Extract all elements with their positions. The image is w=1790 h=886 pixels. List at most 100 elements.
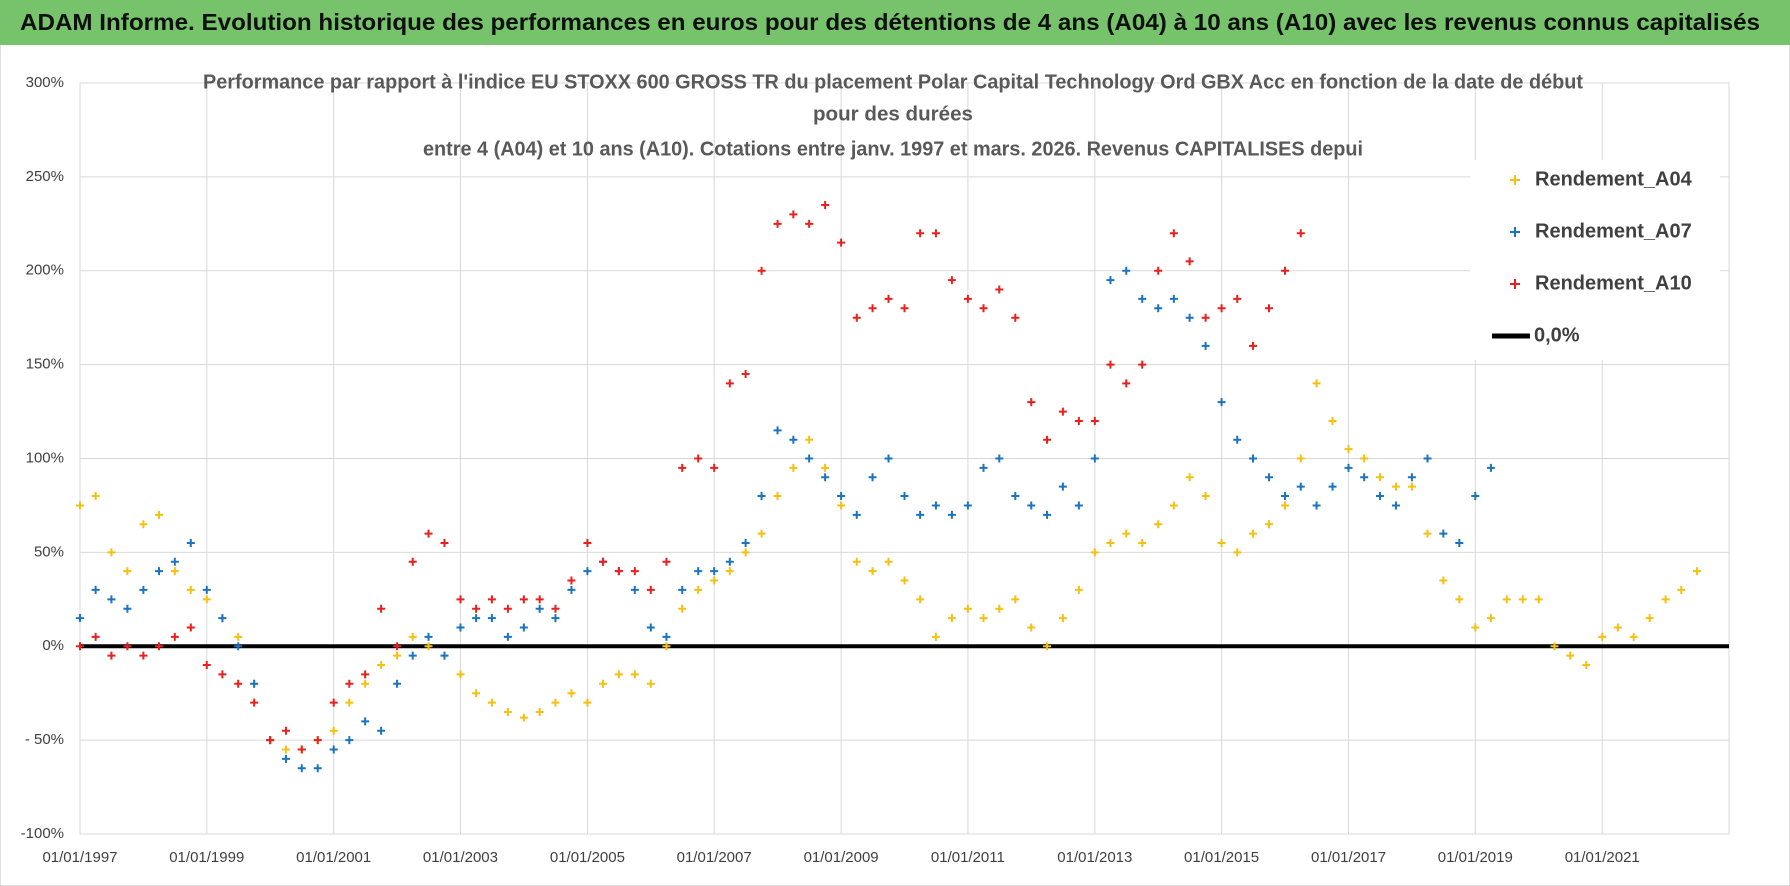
point (868, 473, 877, 482)
x-tick-label: 01/01/2001 (296, 849, 371, 866)
point (1312, 501, 1321, 510)
point (1074, 416, 1083, 425)
point (1138, 360, 1147, 369)
point (1074, 501, 1083, 510)
point (1629, 632, 1638, 641)
point (519, 713, 528, 722)
point (931, 632, 940, 641)
point (1233, 435, 1242, 444)
chart-title: entre 4 (A04) et 10 ans (A10). Cotations… (423, 138, 1363, 160)
point (1249, 529, 1258, 538)
point (1486, 463, 1495, 472)
point (614, 567, 623, 576)
point (694, 567, 703, 576)
point (1407, 482, 1416, 491)
point (1566, 651, 1575, 660)
point (725, 567, 734, 576)
point (170, 557, 179, 566)
point (678, 604, 687, 613)
point (361, 717, 370, 726)
point (1217, 304, 1226, 313)
point (916, 595, 925, 604)
point (995, 604, 1004, 613)
point (963, 294, 972, 303)
point (1217, 398, 1226, 407)
point (1154, 266, 1163, 275)
point (884, 294, 893, 303)
point (1455, 595, 1464, 604)
point (186, 538, 195, 547)
point (599, 679, 608, 688)
point (741, 538, 750, 547)
legend-marker (1510, 175, 1520, 185)
point (361, 670, 370, 679)
point (424, 632, 433, 641)
point (662, 642, 671, 651)
point (1043, 435, 1052, 444)
point (979, 463, 988, 472)
chart-title: Performance par rapport à l'indice EU ST… (203, 71, 1583, 93)
point (1058, 482, 1067, 491)
point (361, 679, 370, 688)
point (139, 651, 148, 660)
point (472, 689, 481, 698)
point (266, 736, 275, 745)
point (1265, 304, 1273, 313)
legend-box (1470, 160, 1720, 360)
point (202, 585, 211, 594)
point (1344, 445, 1353, 454)
point (1265, 473, 1273, 482)
point (852, 510, 861, 519)
point (995, 454, 1004, 463)
point (868, 304, 877, 313)
point (900, 576, 909, 585)
point (567, 689, 576, 698)
point (710, 463, 719, 472)
point (1058, 407, 1067, 416)
legend-marker (1510, 227, 1520, 237)
point (916, 510, 925, 519)
point (1486, 614, 1495, 623)
point (551, 604, 560, 613)
point (1375, 473, 1384, 482)
point (440, 538, 449, 547)
point (1122, 266, 1131, 275)
point (345, 698, 354, 707)
point (725, 557, 734, 566)
point (1598, 632, 1607, 641)
point (424, 529, 433, 538)
point (947, 510, 956, 519)
point (1391, 482, 1400, 491)
point (487, 614, 496, 623)
x-tick-label: 01/01/2007 (677, 849, 752, 866)
point (408, 651, 417, 660)
header-bar (0, 0, 1790, 45)
point (868, 567, 877, 576)
y-tick-label: 50% (34, 543, 64, 560)
point (107, 548, 116, 557)
point (630, 585, 639, 594)
point (123, 642, 132, 651)
point (155, 567, 164, 576)
y-tick-label: 100% (26, 449, 64, 466)
point (1280, 266, 1289, 275)
point (821, 463, 830, 472)
point (250, 679, 259, 688)
x-tick-label: 01/01/2005 (550, 849, 625, 866)
point (1058, 614, 1067, 623)
point (1090, 416, 1099, 425)
legend-marker (1510, 279, 1520, 289)
point (234, 642, 243, 651)
legend-label: 0,0% (1534, 324, 1580, 346)
point (1043, 510, 1052, 519)
x-tick-label: 01/01/2021 (1565, 849, 1640, 866)
point (1169, 229, 1178, 238)
x-tick-label: 01/01/2017 (1311, 849, 1386, 866)
point (789, 435, 798, 444)
point (821, 201, 830, 210)
x-tick-label: 01/01/2003 (423, 849, 498, 866)
point (773, 492, 782, 501)
point (1138, 538, 1147, 547)
point (884, 557, 893, 566)
